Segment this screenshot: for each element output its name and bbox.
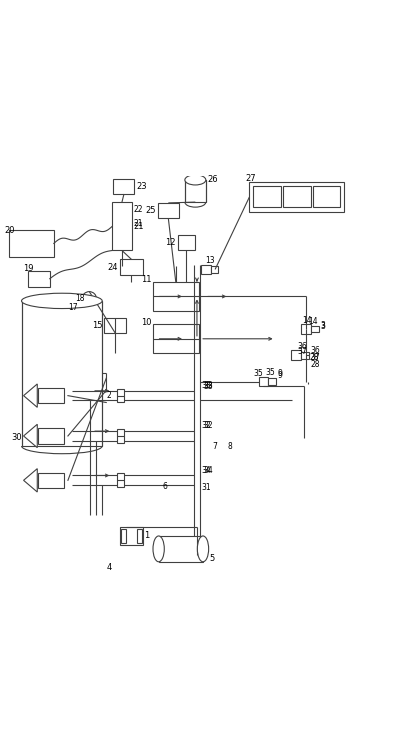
Text: 37: 37 bbox=[309, 353, 319, 362]
Text: 14: 14 bbox=[301, 316, 311, 325]
Text: 31: 31 bbox=[201, 483, 211, 492]
Ellipse shape bbox=[153, 536, 164, 562]
Text: 7: 7 bbox=[212, 442, 217, 451]
Bar bbox=[112, 202, 131, 251]
Text: 32: 32 bbox=[201, 421, 211, 430]
Bar bbox=[282, 186, 310, 208]
Circle shape bbox=[82, 291, 96, 306]
Text: 9: 9 bbox=[277, 369, 282, 378]
Text: 32: 32 bbox=[202, 421, 212, 430]
Bar bbox=[200, 264, 210, 274]
Text: 8: 8 bbox=[227, 442, 231, 451]
Text: 33: 33 bbox=[202, 381, 212, 390]
Text: 19: 19 bbox=[23, 264, 34, 273]
Polygon shape bbox=[23, 469, 37, 492]
Bar bbox=[120, 260, 142, 275]
Text: 37: 37 bbox=[297, 347, 307, 356]
Bar bbox=[210, 267, 217, 273]
Bar bbox=[300, 325, 310, 334]
Text: 6: 6 bbox=[162, 482, 167, 491]
Bar bbox=[152, 325, 198, 353]
Text: 14: 14 bbox=[307, 316, 317, 325]
Ellipse shape bbox=[197, 536, 208, 562]
Text: 17: 17 bbox=[68, 304, 78, 313]
Bar bbox=[113, 179, 134, 194]
Text: 21: 21 bbox=[133, 220, 143, 228]
Text: 33: 33 bbox=[201, 381, 211, 390]
Bar bbox=[104, 318, 126, 333]
Text: 35: 35 bbox=[253, 369, 262, 378]
Ellipse shape bbox=[21, 293, 102, 309]
Bar bbox=[136, 528, 141, 543]
Text: 28: 28 bbox=[309, 359, 319, 368]
Bar bbox=[38, 428, 64, 444]
Text: 21: 21 bbox=[133, 222, 144, 231]
Text: 27: 27 bbox=[245, 174, 255, 183]
Text: 26: 26 bbox=[207, 175, 218, 184]
Text: 13: 13 bbox=[205, 256, 214, 265]
Text: 28: 28 bbox=[309, 353, 319, 362]
Text: 9: 9 bbox=[277, 371, 282, 380]
Bar bbox=[38, 388, 64, 403]
Text: 1: 1 bbox=[144, 532, 149, 541]
Text: 22: 22 bbox=[133, 205, 143, 214]
Text: 33: 33 bbox=[202, 382, 212, 391]
Text: 12: 12 bbox=[165, 239, 175, 248]
Bar bbox=[9, 230, 54, 257]
Bar bbox=[312, 186, 339, 208]
Bar bbox=[184, 180, 205, 202]
Text: 35: 35 bbox=[265, 368, 275, 378]
Ellipse shape bbox=[184, 175, 205, 185]
Bar bbox=[158, 203, 178, 218]
Text: 4: 4 bbox=[106, 562, 111, 572]
Bar bbox=[258, 377, 268, 387]
Text: 23: 23 bbox=[136, 182, 147, 191]
Text: 25: 25 bbox=[145, 206, 155, 215]
Text: 24: 24 bbox=[107, 263, 117, 272]
Bar bbox=[117, 473, 123, 487]
Bar bbox=[21, 301, 102, 446]
Bar bbox=[117, 429, 123, 443]
Text: 2: 2 bbox=[106, 391, 111, 399]
Polygon shape bbox=[23, 384, 37, 408]
Bar bbox=[268, 378, 276, 385]
Text: 11: 11 bbox=[141, 276, 151, 285]
Text: 34: 34 bbox=[201, 466, 211, 475]
Text: 34: 34 bbox=[202, 466, 212, 475]
Bar bbox=[310, 326, 318, 332]
Bar bbox=[120, 527, 142, 545]
Bar bbox=[253, 186, 280, 208]
Text: 30: 30 bbox=[11, 433, 22, 442]
Text: 18: 18 bbox=[75, 294, 85, 304]
Text: 3: 3 bbox=[320, 322, 324, 331]
Polygon shape bbox=[23, 424, 37, 448]
Text: 20: 20 bbox=[4, 226, 15, 235]
Bar bbox=[121, 528, 126, 543]
Bar bbox=[300, 352, 308, 359]
Text: 5: 5 bbox=[209, 554, 214, 563]
Bar bbox=[38, 473, 64, 488]
Text: 36: 36 bbox=[309, 346, 319, 355]
Bar bbox=[290, 350, 300, 360]
Bar bbox=[158, 536, 202, 562]
Text: 15: 15 bbox=[92, 321, 102, 330]
Bar bbox=[117, 389, 123, 402]
Text: 3: 3 bbox=[319, 321, 324, 330]
Text: 10: 10 bbox=[141, 318, 151, 327]
Bar bbox=[177, 235, 194, 251]
Bar bbox=[152, 282, 198, 311]
Bar bbox=[249, 182, 343, 212]
Bar bbox=[28, 270, 50, 287]
Text: 36: 36 bbox=[297, 342, 307, 351]
